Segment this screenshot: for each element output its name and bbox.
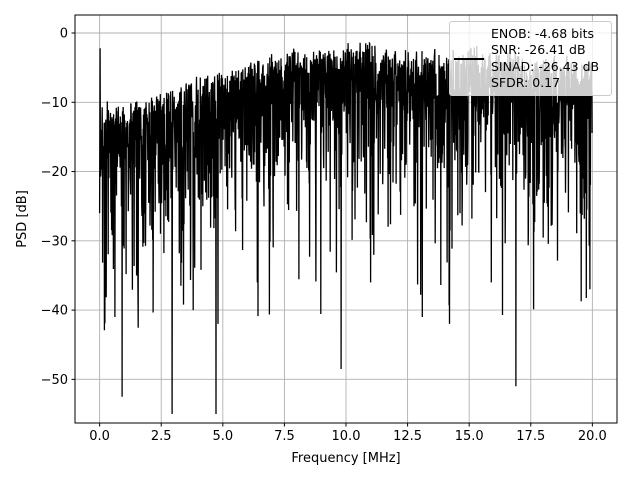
legend-entry-sfdr: SFDR: 0.17 (491, 74, 561, 90)
x-tick-label: 12.5 (393, 429, 422, 444)
y-axis-label: PSD [dB] (15, 190, 30, 248)
x-tick-label: 2.5 (151, 429, 172, 444)
x-tick-label: 17.5 (516, 429, 545, 444)
legend-line-swatch (454, 57, 484, 60)
x-tick-label: 15.0 (455, 429, 484, 444)
axis-ticks: 0.0 2.5 5.0 7.5 10.0 12.5 15.0 17.5 20.0 0 −10 −20 −… (41, 27, 607, 444)
x-tick-label: 7.5 (274, 429, 295, 444)
y-tick-label: −30 (41, 234, 68, 249)
x-tick-label: 10.0 (332, 429, 361, 444)
y-tick-label: −10 (41, 96, 68, 111)
x-axis-label: Frequency [MHz] (291, 451, 400, 466)
y-tick-label: −20 (41, 165, 68, 180)
legend-labels: ENOB: -4.68 bits SNR: -26.41 dB SINAD: -… (491, 26, 599, 92)
legend-entry-sinad: SINAD: -26.43 dB (491, 58, 600, 74)
y-tick-label: −40 (41, 304, 68, 319)
x-tick-label: 0.0 (89, 429, 110, 444)
y-tick-label: 0 (60, 27, 68, 42)
legend: ENOB: -4.68 bits SNR: -26.41 dB SINAD: -… (449, 21, 612, 96)
y-tick-label: −50 (41, 373, 68, 388)
x-tick-label: 5.0 (212, 429, 233, 444)
legend-entry-enob: ENOB: -4.68 bits (491, 25, 594, 41)
x-tick-label: 20.0 (578, 429, 607, 444)
legend-entry-snr: SNR: -26.41 dB (491, 42, 586, 58)
